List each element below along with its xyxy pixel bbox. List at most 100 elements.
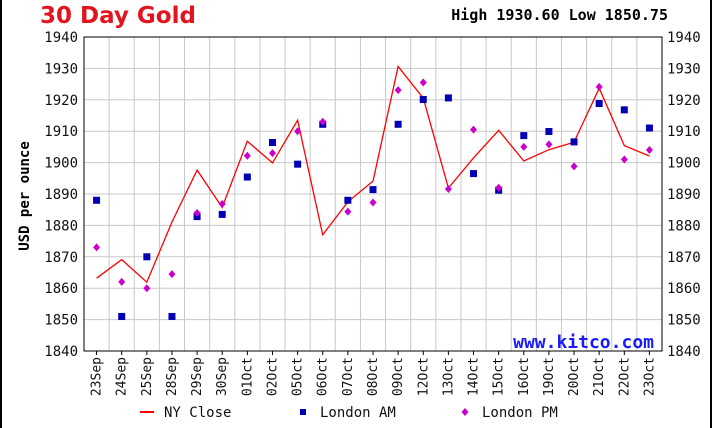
y-tick-label-left: 1860 bbox=[44, 281, 78, 297]
legend-swatch-london-am bbox=[300, 409, 306, 415]
y-tick-label-left: 1920 bbox=[44, 93, 78, 109]
london-pm-point bbox=[394, 86, 402, 95]
london-am-point bbox=[143, 253, 151, 261]
x-tick-label: 20Oct bbox=[567, 357, 582, 396]
x-tick-label: 23Oct bbox=[642, 357, 657, 396]
low-label: Low bbox=[568, 6, 596, 24]
y-tick-label-right: 1930 bbox=[667, 61, 701, 77]
y-tick-label-left: 1940 bbox=[44, 30, 78, 46]
x-tick-label: 01Oct bbox=[240, 357, 255, 396]
y-tick-label-left: 1900 bbox=[44, 156, 78, 172]
london-am-point bbox=[645, 124, 653, 132]
high-label: High bbox=[451, 6, 488, 24]
y-tick-label-right: 1910 bbox=[667, 124, 701, 140]
legend-label: London AM bbox=[320, 405, 396, 421]
x-tick-label: 22Oct bbox=[617, 357, 632, 396]
series-london-am bbox=[93, 94, 653, 320]
x-tick-label: 06Oct bbox=[316, 357, 331, 396]
y-tick-label-left: 1840 bbox=[44, 344, 78, 360]
series-layer bbox=[93, 65, 653, 320]
london-pm-point bbox=[520, 142, 528, 151]
london-pm-point bbox=[193, 208, 201, 217]
y-tick-label-left: 1930 bbox=[44, 61, 78, 77]
x-tick-label: 07Oct bbox=[341, 357, 356, 396]
legend-label: NY Close bbox=[164, 405, 231, 421]
y-tick-label-right: 1850 bbox=[667, 313, 701, 329]
london-am-point bbox=[268, 139, 276, 147]
series-london-pm bbox=[93, 78, 653, 293]
legend-item: London AM bbox=[300, 405, 396, 421]
x-tick-label: 28Sep bbox=[165, 357, 180, 396]
x-tick-label: 23Sep bbox=[90, 357, 105, 396]
london-pm-point bbox=[444, 184, 452, 193]
london-pm-point bbox=[143, 284, 151, 293]
london-am-point bbox=[294, 160, 302, 168]
high-low-readout: High 1930.60 Low 1850.75 bbox=[451, 6, 668, 24]
london-am-point bbox=[168, 312, 176, 320]
london-am-point bbox=[369, 186, 377, 194]
london-pm-point bbox=[495, 183, 503, 192]
high-value: 1930.60 bbox=[496, 6, 560, 24]
y-tick-label-right: 1840 bbox=[667, 344, 701, 360]
london-pm-point bbox=[93, 243, 101, 252]
london-pm-point bbox=[268, 149, 276, 158]
x-tick-label: 02Oct bbox=[265, 357, 280, 396]
x-tick-label: 19Oct bbox=[542, 357, 557, 396]
x-tick-label: 12Oct bbox=[416, 357, 431, 396]
london-pm-point bbox=[545, 140, 553, 149]
x-tick-label: 08Oct bbox=[366, 357, 381, 396]
london-pm-point bbox=[369, 198, 377, 207]
london-pm-point bbox=[570, 162, 578, 171]
x-tick-label: 29Sep bbox=[190, 357, 205, 396]
ny-close-line bbox=[96, 65, 650, 284]
y-tick-label-left: 1890 bbox=[44, 187, 78, 203]
y-tick-label-right: 1920 bbox=[667, 93, 701, 109]
london-am-point bbox=[570, 138, 578, 146]
london-pm-point bbox=[645, 146, 653, 155]
x-tick-label: 30Sep bbox=[215, 357, 230, 396]
london-am-point bbox=[394, 120, 402, 128]
london-am-point bbox=[344, 196, 352, 204]
london-am-point bbox=[520, 132, 528, 140]
x-tick-label: 25Sep bbox=[140, 357, 155, 396]
london-am-point bbox=[620, 106, 628, 114]
london-pm-point bbox=[243, 151, 251, 160]
y-tick-label-right: 1860 bbox=[667, 281, 701, 297]
x-tick-label: 13Oct bbox=[441, 357, 456, 396]
london-am-point bbox=[93, 196, 101, 204]
london-pm-point bbox=[218, 200, 226, 209]
london-pm-point bbox=[294, 127, 302, 136]
series-ny-close bbox=[96, 65, 650, 284]
y-tick-label-right: 1870 bbox=[667, 250, 701, 266]
x-tick-label: 09Oct bbox=[391, 357, 406, 396]
london-am-point bbox=[118, 312, 126, 320]
london-pm-point bbox=[419, 78, 427, 87]
london-pm-point bbox=[470, 125, 478, 134]
london-am-point bbox=[218, 210, 226, 218]
x-tick-label: 21Oct bbox=[592, 357, 607, 396]
legend-label: London PM bbox=[482, 405, 558, 421]
london-pm-point bbox=[319, 117, 327, 126]
x-tick-label: 24Sep bbox=[115, 357, 130, 396]
chart-title: 30 Day Gold bbox=[40, 3, 196, 29]
london-am-point bbox=[545, 128, 553, 136]
y-axis-label: USD per ounce bbox=[17, 141, 33, 251]
legend-swatch-london-pm bbox=[461, 408, 469, 416]
y-axis-right: 1840 1850 1860 1870 1880 1890 1900 1910 1920 1930… bbox=[667, 30, 701, 360]
london-am-point bbox=[595, 100, 603, 108]
x-tick-label: 16Oct bbox=[517, 357, 532, 396]
y-axis-left: 1840 1850 1860 1870 1880 1890 1900 1910 1920 1930… bbox=[44, 30, 78, 360]
y-tick-label-right: 1880 bbox=[667, 218, 701, 234]
y-tick-label-left: 1870 bbox=[44, 250, 78, 266]
x-tick-label: 15Oct bbox=[492, 357, 507, 396]
london-pm-point bbox=[595, 82, 603, 91]
y-tick-label-right: 1890 bbox=[667, 187, 701, 203]
legend-item: London PM bbox=[461, 405, 558, 421]
london-pm-point bbox=[344, 207, 352, 216]
y-tick-label-right: 1940 bbox=[667, 30, 701, 46]
x-axis: 23Sep 24Sep 25Sep 28Sep 29Sep 30Sep 01Oct 02Oct… bbox=[90, 351, 657, 396]
x-tick-label: 05Oct bbox=[291, 357, 306, 396]
y-tick-label-left: 1910 bbox=[44, 124, 78, 140]
